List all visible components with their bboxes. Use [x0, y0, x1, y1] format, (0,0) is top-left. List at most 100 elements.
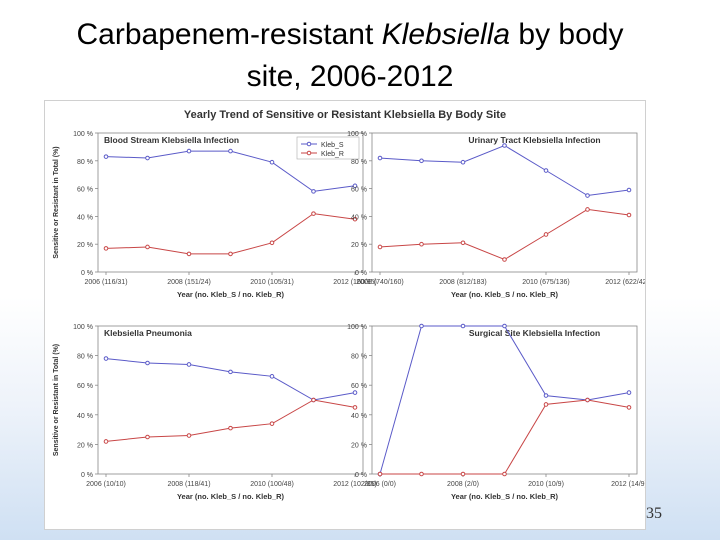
title-italic: Klebsiella — [381, 18, 511, 51]
data-point — [352, 405, 358, 410]
y-tick-label: 100 % — [73, 131, 93, 138]
data-point — [419, 471, 424, 477]
data-point — [103, 246, 109, 251]
x-tick-label: 2010 (675/136) — [522, 279, 569, 286]
data-point — [585, 207, 590, 212]
slide-title: Carbapenem-resistant Klebsiella by body … — [0, 14, 700, 98]
y-tick-label: 80 % — [351, 159, 367, 166]
y-tick-label: 0 % — [355, 270, 367, 277]
y-tick-label: 20 % — [351, 442, 367, 449]
x-tick-label: 2012 (622/427) — [605, 279, 645, 286]
legend-label: Kleb_S — [321, 142, 344, 149]
y-tick-label: 60 % — [77, 187, 93, 194]
data-point — [502, 143, 507, 148]
plot-area — [371, 325, 638, 475]
chart-panel-2: 0 % 20 % 40 % 60 % 80 % 100 % 2006 (740/160) 20… — [347, 131, 653, 299]
x-tick-label: 2008 (812/183) — [439, 279, 486, 286]
y-tick-label: 60 % — [351, 187, 367, 194]
chart-panel-1: 0 % 20 % 40 % 60 % 80 % 100 % 2006 (116/31) 200… — [53, 131, 377, 299]
data-point — [626, 405, 632, 410]
data-point — [103, 154, 109, 159]
data-point — [186, 433, 192, 438]
data-point — [103, 356, 109, 361]
data-point — [269, 240, 275, 246]
data-point — [311, 211, 316, 216]
y-tick-label: 0 % — [355, 472, 367, 479]
x-tick-label: 2008 (151/24) — [167, 279, 211, 286]
title-line2: site, 2006-2012 — [246, 60, 454, 93]
data-point — [626, 390, 632, 395]
data-point — [228, 148, 233, 154]
title-tail: by body — [510, 18, 624, 51]
y-tick-label: 40 % — [351, 214, 367, 221]
x-axis-label: Year (no. Kleb_S / no. Kleb_R) — [177, 492, 285, 501]
chart-figure: Yearly Trend of Sensitive or Resistant K… — [44, 100, 653, 530]
data-point — [186, 251, 192, 257]
legend-marker — [306, 150, 312, 156]
x-tick-label: 2006 (116/31) — [84, 279, 127, 286]
data-point — [311, 189, 316, 194]
data-point — [543, 168, 549, 173]
data-point — [269, 421, 275, 426]
data-point — [186, 362, 192, 367]
data-point — [585, 193, 590, 198]
data-point — [502, 471, 507, 477]
data-point — [502, 257, 507, 262]
y-tick-label: 20 % — [77, 442, 93, 449]
y-axis-label: Sensitive or Resistant in Total (%) — [53, 344, 60, 456]
x-tick-label: 2012 (14/9) — [611, 481, 645, 488]
data-point — [543, 232, 549, 237]
y-tick-label: 20 % — [351, 242, 367, 249]
x-tick-label: 2010 (105/31) — [250, 279, 294, 286]
data-point — [311, 397, 316, 403]
data-point — [460, 240, 466, 246]
data-point — [269, 374, 275, 379]
data-point — [626, 187, 632, 193]
y-tick-label: 80 % — [77, 354, 93, 361]
legend-label: Kleb_R — [321, 151, 344, 158]
data-point — [419, 241, 424, 247]
y-tick-label: 100 % — [73, 324, 93, 331]
data-point — [377, 155, 383, 161]
chart-svg: Yearly Trend of Sensitive or Resistant K… — [53, 109, 653, 501]
x-tick-label: 2006 (10/10) — [86, 481, 126, 488]
data-point — [269, 159, 275, 165]
data-point — [352, 390, 358, 395]
x-axis-label: Year (no. Kleb_S / no. Kleb_R) — [451, 492, 559, 501]
page-number: 35 — [646, 505, 662, 522]
x-tick-label: 2012 (102/85) — [333, 481, 377, 488]
data-point — [419, 323, 424, 329]
y-tick-label: 0 % — [81, 270, 93, 277]
data-point — [103, 439, 109, 444]
data-point — [145, 360, 150, 366]
y-tick-label: 40 % — [77, 413, 93, 420]
y-tick-label: 80 % — [77, 159, 93, 166]
data-point — [543, 393, 549, 398]
data-point — [228, 251, 233, 257]
y-axis-label: Sensitive or Resistant in Total (%) — [53, 146, 60, 258]
chart-panel-4: 0 % 20 % 40 % 60 % 80 % 100 % 2006 (0/0) 2008 (… — [347, 323, 647, 501]
plot-area — [97, 325, 364, 475]
data-point — [460, 159, 466, 165]
y-tick-label: 100 % — [347, 324, 367, 331]
x-tick-label: 2012 (160/95) — [333, 279, 377, 286]
y-tick-label: 60 % — [77, 383, 93, 390]
data-point — [502, 323, 507, 329]
data-point — [419, 158, 424, 164]
figure-title: Yearly Trend of Sensitive or Resistant K… — [184, 109, 506, 121]
y-tick-label: 100 % — [347, 131, 367, 138]
data-point — [145, 155, 150, 161]
data-point — [228, 369, 233, 375]
x-axis-label: Year (no. Kleb_S / no. Kleb_R) — [451, 290, 559, 299]
legend-marker — [306, 141, 312, 147]
y-tick-label: 40 % — [77, 214, 93, 221]
panel-title: Urinary Tract Klebsiella Infection — [468, 135, 600, 145]
x-axis-label: Year (no. Kleb_S / no. Kleb_R) — [177, 290, 285, 299]
x-tick-label: 2010 (100/48) — [250, 481, 294, 488]
title-main: Carbapenem-resistant — [76, 18, 382, 51]
data-point — [186, 148, 192, 154]
data-point — [377, 244, 383, 250]
panel-title: Klebsiella Pneumonia — [104, 328, 192, 338]
data-point — [460, 323, 466, 329]
data-point — [145, 434, 150, 440]
